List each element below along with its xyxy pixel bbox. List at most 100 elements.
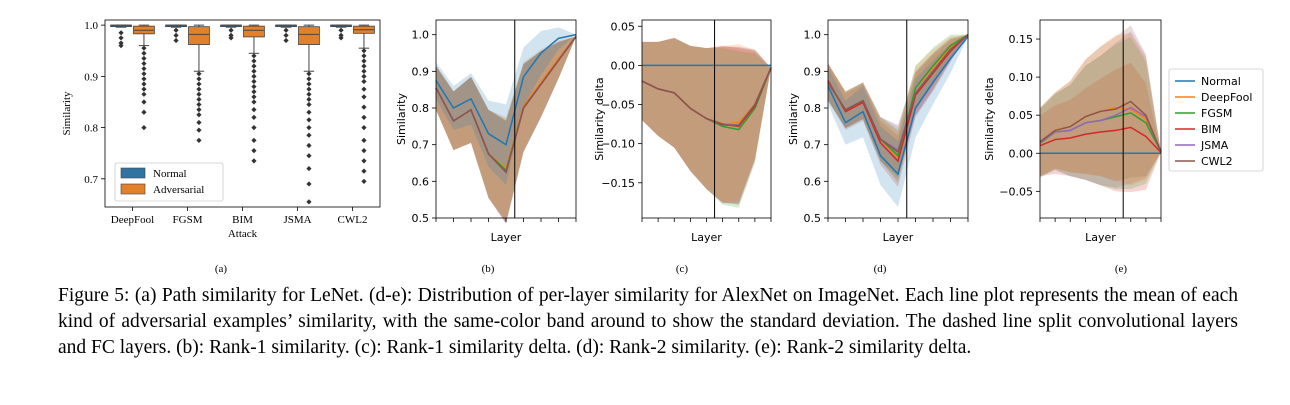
box-flier: [141, 81, 147, 87]
box-flier: [361, 114, 367, 120]
box-flier: [361, 78, 367, 85]
box-flier: [196, 119, 202, 126]
box-flier: [118, 43, 124, 49]
box-flier: [141, 76, 147, 82]
series-line-cwl2: [1039, 100, 1162, 153]
xtick-label: DeepFool: [111, 214, 154, 226]
legend-e: Normal DeepFool FGSM BIM JSMA CWL2: [1168, 68, 1264, 172]
box-flier: [306, 96, 312, 103]
box-flier: [251, 84, 257, 90]
box-flier: [251, 78, 257, 85]
box-flier: [361, 178, 367, 184]
ytick-label: 0.05: [611, 20, 636, 33]
std-band-bim: [1040, 62, 1161, 193]
box-flier: [306, 109, 312, 115]
box-rect: [298, 26, 320, 45]
box-flier: [228, 35, 234, 41]
x-axis-label: Layer: [1085, 231, 1116, 244]
ytick-label: 0.15: [1009, 33, 1034, 46]
box-flier: [361, 58, 367, 64]
box-flier: [141, 91, 147, 97]
box-flier: [283, 32, 289, 38]
box-flier: [361, 104, 367, 110]
ytick-label: 0.10: [1009, 71, 1034, 84]
box-flier: [306, 181, 312, 187]
series-line-normal: [827, 36, 969, 176]
box-flier: [228, 27, 234, 33]
box-flier: [251, 58, 257, 64]
legend-label: FGSM: [1201, 107, 1232, 120]
panel-e: −0.05 0.00 0.05 0.10 0.15 Layer Similarity del…: [983, 19, 1162, 244]
ytick-label: 0.8: [84, 123, 98, 135]
ytick-label: −0.15: [601, 177, 635, 190]
panel-letter: (e): [1115, 263, 1128, 275]
legend-swatch: [120, 167, 146, 179]
legend-label: BIM: [1201, 123, 1221, 136]
box-flier: [251, 73, 257, 79]
box-rect: [243, 25, 265, 38]
ytick-label: −0.05: [601, 99, 635, 112]
box-flier: [306, 142, 312, 149]
legend-label: Adversarial: [153, 184, 204, 196]
legend-label: Normal: [153, 168, 187, 180]
box-flier: [141, 109, 147, 115]
box-flier: [306, 124, 312, 131]
box-flier: [141, 99, 147, 105]
box-flier: [361, 148, 367, 154]
box-flier: [251, 63, 257, 69]
ytick-label: 0.9: [412, 65, 430, 78]
box-flier: [283, 27, 289, 33]
box-flier: [361, 68, 367, 74]
box-flier: [196, 86, 202, 92]
box-flier: [196, 91, 202, 97]
box-flier: [361, 124, 367, 131]
box-flier: [251, 148, 257, 154]
std-band-jsma: [1040, 31, 1161, 188]
box-flier: [251, 53, 257, 59]
ytick-label: 1.0: [84, 20, 98, 32]
box-flier: [141, 45, 147, 51]
box-flier: [118, 35, 124, 41]
legend-swatch: [120, 183, 146, 195]
box-flier: [251, 89, 257, 95]
xtick-label: BIM: [232, 214, 253, 226]
box-flier: [196, 76, 202, 82]
x-axis-label: Layer: [491, 231, 522, 244]
box-flier: [196, 101, 202, 108]
xtick-label: FGSM: [173, 214, 203, 226]
box-flier: [141, 124, 147, 131]
legend-label: CWL2: [1201, 155, 1233, 168]
box-flier: [306, 199, 312, 205]
box-flier: [361, 94, 367, 100]
box-flier: [306, 81, 312, 87]
ytick-label: 0.9: [84, 71, 98, 83]
std-band-cwl2: [642, 38, 771, 204]
legend-label: JSMA: [1200, 139, 1229, 152]
std-band-jsma: [642, 38, 771, 204]
box-flier: [141, 50, 147, 56]
legend-label: DeepFool: [1201, 91, 1252, 104]
figure-caption: Figure 5: (a) Path similarity for LeNet.…: [58, 285, 1238, 358]
panel-d: 0.5 0.6 0.7 0.8 0.9 1.0 Layer Similarity: [787, 19, 969, 244]
y-axis-label: Similarity: [61, 91, 73, 136]
panel-letter: (a): [215, 263, 228, 275]
y-axis-label: Similarity: [787, 93, 800, 145]
box-rect: [188, 26, 210, 45]
series-line-jsma: [1039, 106, 1162, 153]
box-flier: [196, 96, 202, 103]
std-band-deepfool: [1040, 32, 1161, 186]
ytick-label: 0.5: [804, 212, 822, 225]
box-flier: [361, 158, 367, 164]
series-line-normal: [435, 33, 577, 146]
box-flier: [338, 27, 344, 33]
std-band-normal: [828, 36, 968, 207]
box-flier: [251, 158, 257, 164]
box-flier: [306, 76, 312, 82]
box-flier: [361, 48, 367, 54]
panel-letter: (d): [874, 263, 887, 275]
std-band-fgsm: [642, 38, 771, 208]
legend-label: Normal: [1201, 75, 1241, 88]
std-band-cwl2: [1040, 25, 1161, 182]
ytick-label: −0.05: [999, 185, 1033, 198]
